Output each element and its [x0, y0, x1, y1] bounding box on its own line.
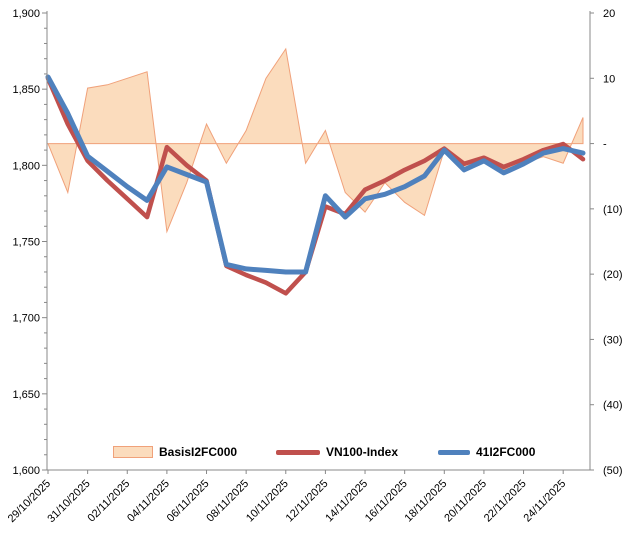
- right-axis-tick-label: (10): [603, 204, 623, 216]
- left-axis-tick-label: 1,650: [12, 389, 40, 401]
- left-axis-tick-label: 1,800: [12, 160, 40, 172]
- right-axis-tick-label: 20: [603, 8, 615, 20]
- left-axis-tick-label: 1,600: [12, 465, 40, 477]
- left-axis-tick-label: 1,700: [12, 313, 40, 325]
- x-axis-date-label: 24/11/2025: [521, 478, 568, 525]
- x-axis-date-label: 31/10/2025: [45, 478, 92, 525]
- right-axis-tick-label: (20): [603, 269, 623, 281]
- right-axis-tick-label: -: [603, 139, 607, 151]
- left-axis-tick-label: 1,750: [12, 237, 40, 249]
- left-axis-tick-label: 1,900: [12, 8, 40, 20]
- futures-41i2fc000-line-series: [45, 74, 586, 275]
- basis-area-series: [47, 47, 584, 234]
- right-axis-tick-label: (50): [603, 465, 623, 477]
- right-axis-tick-label: (40): [603, 400, 623, 412]
- left-axis-tick-label: 1,850: [12, 84, 40, 96]
- right-axis-tick-label: 10: [603, 73, 615, 85]
- right-axis-tick-label: (30): [603, 334, 623, 346]
